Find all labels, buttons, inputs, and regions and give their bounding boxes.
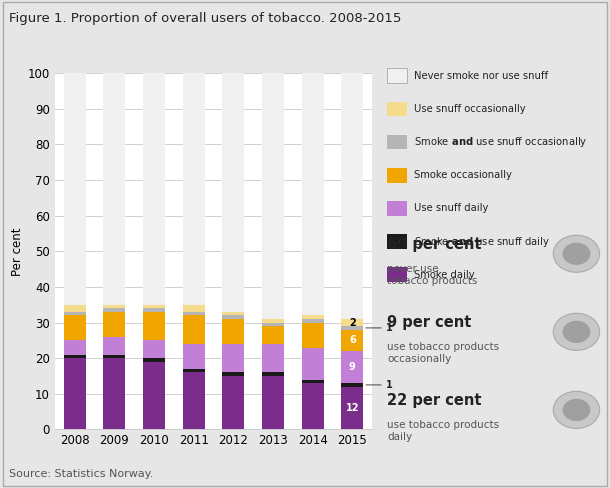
Text: use tobacco products
occasionally: use tobacco products occasionally [387, 342, 500, 364]
Bar [64, 358, 85, 429]
Text: Smoke $\bf{and}$ use snuff daily: Smoke $\bf{and}$ use snuff daily [414, 235, 550, 248]
Bar [64, 341, 85, 355]
Text: Never smoke nor use snuff: Never smoke nor use snuff [414, 71, 548, 81]
Bar [64, 315, 85, 341]
Bar [302, 315, 323, 319]
Text: Smoke daily: Smoke daily [414, 270, 475, 280]
Bar [223, 376, 244, 429]
Bar [342, 319, 363, 326]
Text: never use
tobacco products: never use tobacco products [387, 264, 478, 286]
Bar [223, 319, 244, 344]
Bar [262, 376, 284, 429]
Bar [262, 323, 284, 326]
Bar [104, 337, 125, 355]
Bar [302, 347, 323, 380]
Text: Use snuff occasionally: Use snuff occasionally [414, 104, 526, 114]
Bar [302, 380, 323, 383]
Bar [64, 355, 85, 358]
Text: 9 per cent: 9 per cent [387, 315, 472, 330]
Bar [143, 358, 165, 362]
Bar [104, 308, 125, 312]
Bar [183, 73, 204, 305]
Text: 2: 2 [349, 318, 356, 327]
Text: 6: 6 [349, 335, 356, 346]
Bar [302, 319, 323, 323]
Bar [64, 305, 85, 312]
Bar [223, 73, 244, 312]
Text: Source: Statistics Norway.: Source: Statistics Norway. [9, 469, 154, 479]
Bar [143, 362, 165, 429]
Bar [342, 326, 363, 330]
Bar [262, 73, 284, 319]
Bar [64, 73, 85, 305]
Text: 1: 1 [386, 323, 393, 333]
Bar [183, 305, 204, 312]
Bar [302, 73, 323, 315]
Text: Figure 1. Proportion of overall users of tobacco. 2008-2015: Figure 1. Proportion of overall users of… [9, 12, 401, 25]
Bar [223, 372, 244, 376]
Bar [104, 312, 125, 337]
Bar [262, 372, 284, 376]
Bar [143, 305, 165, 308]
Bar [223, 312, 244, 315]
Bar [104, 358, 125, 429]
Text: Smoke occasionally: Smoke occasionally [414, 170, 512, 180]
Bar [104, 305, 125, 308]
Bar [143, 73, 165, 305]
Bar [64, 312, 85, 315]
Bar [302, 383, 323, 429]
Bar [342, 330, 363, 351]
Text: Smoke $\bf{and}$ use snuff occasionally: Smoke $\bf{and}$ use snuff occasionally [414, 135, 587, 149]
Bar [183, 372, 204, 429]
Bar [302, 323, 323, 347]
Bar [104, 73, 125, 305]
Text: 69 per cent: 69 per cent [387, 237, 482, 252]
Text: use tobacco products
daily: use tobacco products daily [387, 420, 500, 442]
Text: 1: 1 [386, 380, 393, 390]
Bar [262, 319, 284, 323]
Text: 9: 9 [349, 362, 356, 372]
Bar [183, 344, 204, 369]
Bar [143, 341, 165, 358]
Bar [262, 344, 284, 372]
Bar [342, 73, 363, 319]
Bar [223, 315, 244, 319]
Bar [342, 386, 363, 429]
Bar [183, 312, 204, 315]
Bar [104, 355, 125, 358]
Y-axis label: Per cent: Per cent [10, 227, 24, 276]
Bar [183, 315, 204, 344]
Bar [262, 326, 284, 344]
Bar [342, 351, 363, 383]
Bar [223, 344, 244, 372]
Bar [143, 308, 165, 312]
Text: 22 per cent: 22 per cent [387, 393, 482, 408]
Text: Use snuff daily: Use snuff daily [414, 203, 489, 213]
Bar [143, 312, 165, 341]
Bar [183, 369, 204, 372]
Text: 12: 12 [345, 403, 359, 413]
Bar [342, 383, 363, 386]
